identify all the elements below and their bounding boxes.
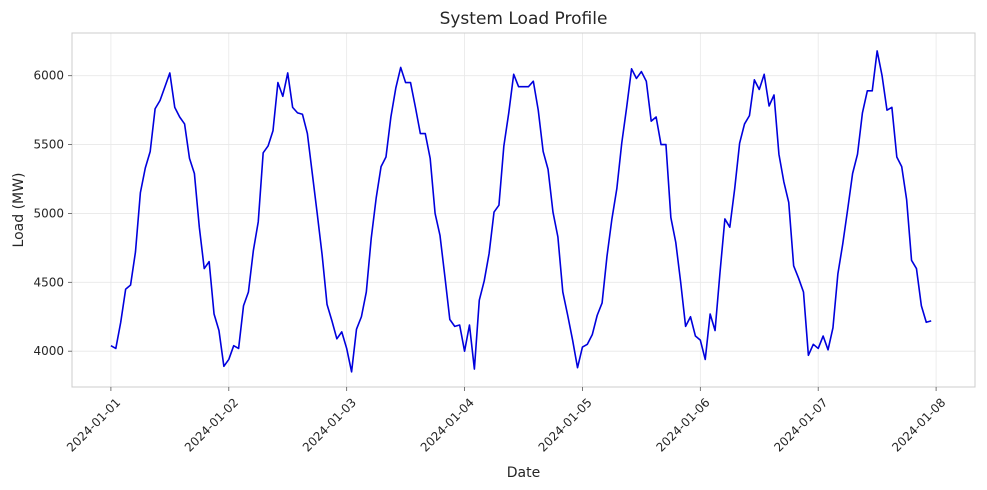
series-line-load (110, 50, 932, 373)
plot-frame (71, 32, 976, 388)
y-tick-label: 5000 (33, 206, 64, 220)
y-tick-label: 4500 (33, 275, 64, 289)
y-tick-label: 6000 (33, 69, 64, 83)
chart-title: System Load Profile (440, 9, 608, 29)
y-axis-label: Load (MW) (11, 173, 27, 248)
x-axis-label: Date (507, 465, 540, 481)
y-tick-label: 4000 (33, 344, 64, 358)
y-tick-label: 5500 (33, 138, 64, 152)
grid-lines (72, 33, 975, 387)
